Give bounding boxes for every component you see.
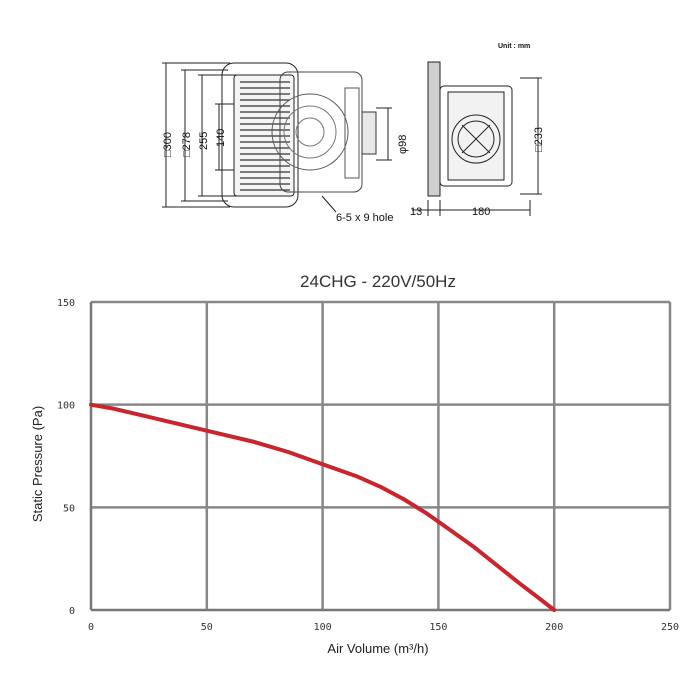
dim-300-label: □300 bbox=[162, 132, 174, 157]
dim-98-label: φ98 bbox=[397, 135, 409, 154]
dimension-drawing: Unit : mm bbox=[162, 43, 545, 224]
front-view bbox=[162, 62, 392, 213]
chart-series bbox=[89, 402, 557, 612]
chart-axes bbox=[89, 302, 670, 612]
dim-140-label: 140 bbox=[215, 129, 227, 147]
chart-grid bbox=[91, 300, 672, 610]
dim-278-label: □278 bbox=[181, 132, 193, 157]
x-tick-label: 150 bbox=[429, 622, 447, 633]
y-tick-label: 0 bbox=[69, 606, 75, 617]
x-tick-label: 250 bbox=[661, 622, 679, 633]
dim-255-label: 255 bbox=[198, 132, 210, 150]
performance-chart: 24CHG - 220V/50Hz 0 50 100 150 200 250 0 50 100 1… bbox=[30, 272, 679, 656]
dim-180-label: 180 bbox=[472, 206, 490, 218]
y-axis-label: Static Pressure (Pa) bbox=[30, 406, 45, 522]
x-tick-label: 50 bbox=[201, 622, 213, 633]
y-tick-label: 100 bbox=[57, 401, 75, 412]
chart-title: 24CHG - 220V/50Hz bbox=[300, 272, 456, 291]
hole-label: 6-5 x 9 hole bbox=[336, 212, 393, 224]
dim-233-label: □233 bbox=[533, 127, 545, 152]
y-tick-label: 150 bbox=[57, 298, 75, 309]
chart-ticks: 0 50 100 150 200 250 0 50 100 150 bbox=[57, 298, 679, 633]
dim-13-label: 13 bbox=[410, 206, 422, 218]
x-tick-label: 0 bbox=[88, 622, 94, 633]
series-line bbox=[89, 402, 557, 612]
x-tick-label: 200 bbox=[545, 622, 563, 633]
x-tick-label: 100 bbox=[314, 622, 332, 633]
x-axis-label: Air Volume (m³/h) bbox=[327, 641, 428, 656]
side-view bbox=[412, 61, 542, 216]
y-tick-label: 50 bbox=[63, 503, 75, 514]
unit-label: Unit : mm bbox=[498, 43, 530, 50]
